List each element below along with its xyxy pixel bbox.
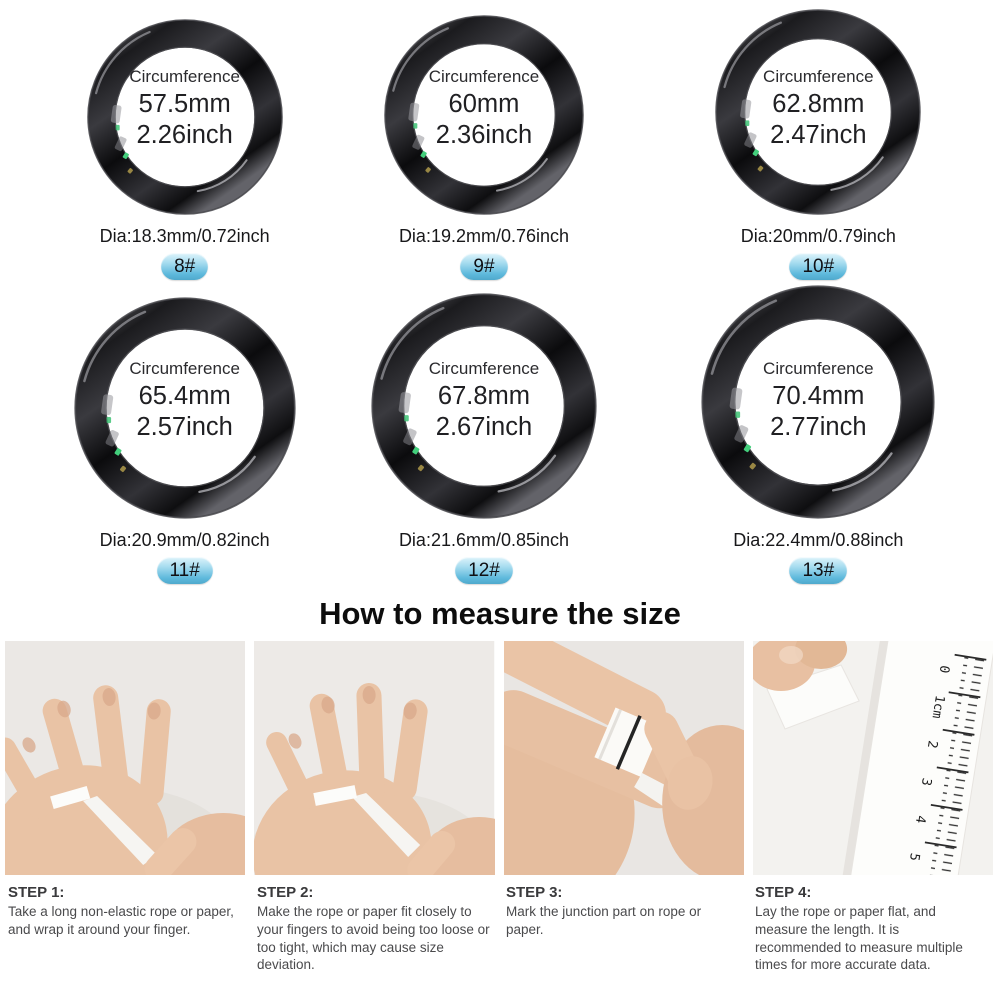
pinching-fingertip — [667, 756, 713, 810]
ruler-label-3: 3 — [918, 777, 934, 787]
hand-back — [254, 683, 432, 875]
fingernail — [778, 646, 803, 664]
how-to-measure-title: How to measure the size — [319, 596, 681, 631]
size-badge: 12# — [455, 557, 513, 584]
circumference-block: Circumference 70.4mm 2.77inch — [700, 280, 936, 520]
size-badge: 11# — [156, 557, 213, 584]
fingernails — [288, 686, 417, 749]
circumference-label: Circumference — [763, 66, 874, 86]
circumference-mm: 57.5mm — [138, 89, 231, 118]
ruler-label-4: 4 — [912, 814, 928, 824]
circumference-inch: 2.26inch — [136, 120, 233, 149]
circumference-block: Circumference 60mm 2.36inch — [383, 0, 585, 216]
diameter-text: Dia:18.3mm/0.72inch — [99, 226, 270, 246]
step-4: STEP 4: Lay the rope or paper flat, and … — [755, 884, 988, 974]
circumference-inch: 2.47inch — [770, 120, 867, 149]
circumference-mm: 70.4mm — [772, 381, 865, 410]
paper-strip-tail — [352, 793, 421, 857]
circumference-label: Circumference — [763, 358, 874, 378]
ring-size-card-12: Circumference 67.8mm 2.67inch Dia:21.6mm… — [317, 280, 650, 584]
thumb — [407, 830, 456, 875]
measure-steps-row: STEP 1: Take a long non-elastic rope or … — [0, 884, 1000, 974]
ring-image-wrap: Circumference 57.5mm 2.26inch — [86, 0, 284, 216]
step-3: STEP 3: Mark the junction part on rope o… — [506, 884, 739, 974]
junction-mark — [615, 715, 642, 770]
ring-size-card-13: Circumference 70.4mm 2.77inch Dia:22.4mm… — [652, 280, 985, 584]
circumference-inch: 2.57inch — [136, 412, 233, 441]
step-4-text: Lay the rope or paper flat, and measure … — [755, 904, 963, 973]
size-badge: 10# — [789, 253, 848, 280]
circumference-mm: 60mm — [448, 89, 520, 118]
size-badge: 13# — [789, 557, 848, 584]
size-badge: 9# — [460, 253, 508, 280]
paper-strip-band — [50, 785, 91, 809]
circumference-inch: 2.77inch — [770, 412, 867, 441]
step-2-title: STEP 2: — [257, 884, 314, 901]
circumference-inch: 2.67inch — [435, 412, 533, 441]
ring-finger — [503, 690, 688, 809]
ring-size-card-9: Circumference 60mm 2.36inch Dia:19.2mm/0… — [317, 0, 650, 280]
step-3-text: Mark the junction part on rope or paper. — [506, 904, 702, 937]
step-3-title: STEP 3: — [506, 884, 563, 901]
ruler-minor-ticks — [923, 652, 985, 875]
diameter-text: Dia:20mm/0.79inch — [740, 226, 896, 246]
ruler-label-2: 2 — [924, 739, 940, 749]
circumference-label: Circumference — [129, 358, 240, 378]
step3-photo-mark-junction — [503, 641, 744, 875]
step1-photo-wrap-rope — [5, 641, 246, 875]
fingernails — [22, 688, 161, 753]
ring-image-wrap: Circumference 60mm 2.36inch — [383, 0, 585, 216]
step-1-text: Take a long non-elastic rope or paper, a… — [8, 904, 234, 937]
paper-strip-band — [313, 785, 358, 806]
circumference-mm: 65.4mm — [138, 381, 231, 410]
hand-back — [5, 685, 171, 875]
measure-photos-row: 0 1cm 2 3 4 5 6 — [0, 641, 1000, 875]
step-1: STEP 1: Take a long non-elastic rope or … — [8, 884, 241, 974]
ring-sizes-row-1: Circumference 57.5mm 2.26inch Dia:18.3mm… — [0, 0, 1000, 280]
ruler-label-1cm: 1cm — [928, 694, 947, 720]
step-4-title: STEP 4: — [755, 884, 812, 901]
circumference-label: Circumference — [428, 66, 540, 86]
circumference-label: Circumference — [428, 358, 540, 378]
ring-sizes-row-2: Circumference 65.4mm 2.57inch Dia:20.9mm… — [0, 280, 1000, 584]
ring-image-wrap: Circumference 62.8mm 2.47inch — [714, 0, 922, 216]
diameter-text: Dia:22.4mm/0.88inch — [733, 530, 904, 550]
ring-image-wrap: Circumference 67.8mm 2.67inch — [370, 280, 598, 520]
paper-strip-tail — [83, 796, 158, 865]
step-2: STEP 2: Make the rope or paper fit close… — [257, 884, 490, 974]
diameter-text: Dia:21.6mm/0.85inch — [398, 530, 570, 550]
diameter-text: Dia:20.9mm/0.82inch — [99, 530, 270, 550]
thumb — [144, 828, 197, 875]
paper-strip-flat — [766, 664, 860, 730]
size-badge: 8# — [161, 253, 209, 280]
circumference-mm: 62.8mm — [772, 89, 865, 118]
circumference-block: Circumference 65.4mm 2.57inch — [73, 280, 297, 520]
diameter-text: Dia:19.2mm/0.76inch — [398, 226, 570, 246]
step-1-title: STEP 1: — [8, 884, 65, 901]
ring-image-wrap: Circumference 70.4mm 2.77inch — [700, 280, 936, 520]
circumference-inch: 2.36inch — [435, 120, 533, 149]
ring-size-card-10: Circumference 62.8mm 2.47inch Dia:20mm/0… — [652, 0, 985, 280]
ruler-labels: 0 1cm 2 3 4 5 6 — [906, 664, 952, 862]
ruler-edge — [838, 641, 895, 875]
ruler-cm-ticks — [924, 653, 987, 849]
circumference-mm: 67.8mm — [437, 381, 531, 410]
circumference-block: Circumference 62.8mm 2.47inch — [714, 0, 922, 216]
step-2-text: Make the rope or paper fit closely to yo… — [257, 904, 490, 973]
circumference-block: Circumference 67.8mm 2.67inch — [370, 280, 598, 520]
circumference-block: Circumference 57.5mm 2.26inch — [86, 0, 284, 216]
ruler: 0 1cm 2 3 4 5 6 — [838, 641, 993, 875]
ruler-label-5: 5 — [906, 852, 922, 862]
step4-photo-ruler: 0 1cm 2 3 4 5 6 — [752, 641, 993, 875]
circumference-label: Circumference — [129, 66, 240, 86]
step2-photo-fit-closely — [254, 641, 495, 875]
ring-size-card-8: Circumference 57.5mm 2.26inch Dia:18.3mm… — [18, 0, 351, 280]
ring-size-card-11: Circumference 65.4mm 2.57inch Dia:20.9mm… — [18, 280, 351, 584]
ruler-label-0: 0 — [935, 664, 951, 674]
fingertip — [794, 641, 847, 669]
ring-image-wrap: Circumference 65.4mm 2.57inch — [73, 280, 297, 520]
